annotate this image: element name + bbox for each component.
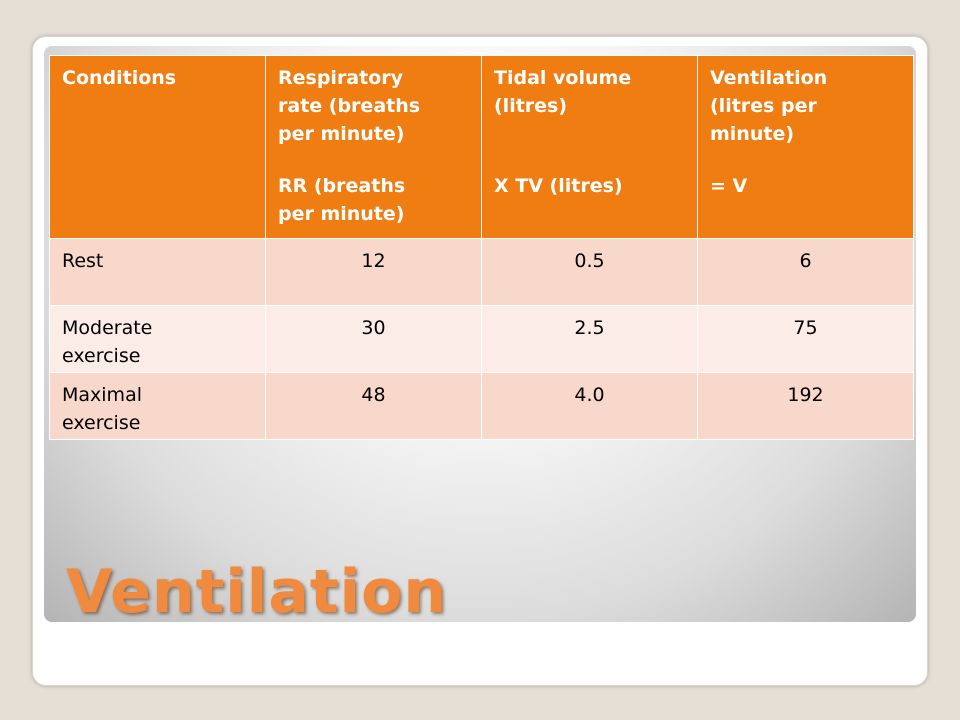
cell-text-line: exercise — [62, 345, 141, 367]
header-tidal-volume: Tidal volume (litres) X TV (litres) — [481, 55, 698, 239]
header-respiratory-rate: Respiratory rate (breaths per minute) RR… — [265, 55, 482, 239]
cell-condition: Maximal exercise — [49, 372, 266, 440]
header-text-line: Respiratory — [278, 67, 404, 89]
slide-title: Ventilation — [66, 557, 448, 627]
header-text-line: Conditions — [62, 67, 177, 89]
table-row: Moderate exercise 30 2.5 75 — [49, 305, 914, 373]
header-spacer — [494, 148, 685, 172]
header-text-line: (litres per — [710, 95, 817, 117]
cell-respiratory-rate: 30 — [265, 305, 482, 373]
header-spacer — [710, 148, 901, 172]
header-text-line: per minute) — [278, 203, 405, 225]
cell-tidal-volume: 0.5 — [481, 238, 698, 306]
cell-tidal-volume: 2.5 — [481, 305, 698, 373]
table-row: Rest 12 0.5 6 — [49, 238, 914, 306]
header-text-line: Ventilation — [710, 67, 828, 89]
cell-text-line: Maximal — [62, 384, 142, 406]
header-text-line: = V — [710, 175, 748, 197]
cell-respiratory-rate: 12 — [265, 238, 482, 306]
cell-ventilation: 6 — [697, 238, 914, 306]
header-conditions: Conditions — [49, 55, 266, 239]
header-spacer-line — [494, 120, 685, 148]
header-text-line: X TV (litres) — [494, 175, 623, 197]
table-header-row: Conditions Respiratory rate (breaths per… — [49, 55, 914, 239]
header-ventilation: Ventilation (litres per minute) = V — [697, 55, 914, 239]
header-text-line: per minute) — [278, 123, 405, 145]
cell-condition: Moderate exercise — [49, 305, 266, 373]
header-text-line: minute) — [710, 123, 795, 145]
cell-text-line: Rest — [62, 250, 104, 272]
cell-condition: Rest — [49, 238, 266, 306]
cell-text-line: Moderate — [62, 317, 153, 339]
header-text-line: Tidal volume — [494, 67, 632, 89]
header-spacer — [278, 148, 469, 172]
cell-ventilation: 192 — [697, 372, 914, 440]
cell-text-line: exercise — [62, 412, 141, 434]
header-text-line: rate (breaths — [278, 95, 421, 117]
ventilation-table: Conditions Respiratory rate (breaths per… — [49, 55, 914, 440]
header-text-line: RR (breaths — [278, 175, 406, 197]
table-row: Maximal exercise 48 4.0 192 — [49, 372, 914, 440]
header-text-line: (litres) — [494, 95, 568, 117]
cell-respiratory-rate: 48 — [265, 372, 482, 440]
cell-ventilation: 75 — [697, 305, 914, 373]
cell-tidal-volume: 4.0 — [481, 372, 698, 440]
